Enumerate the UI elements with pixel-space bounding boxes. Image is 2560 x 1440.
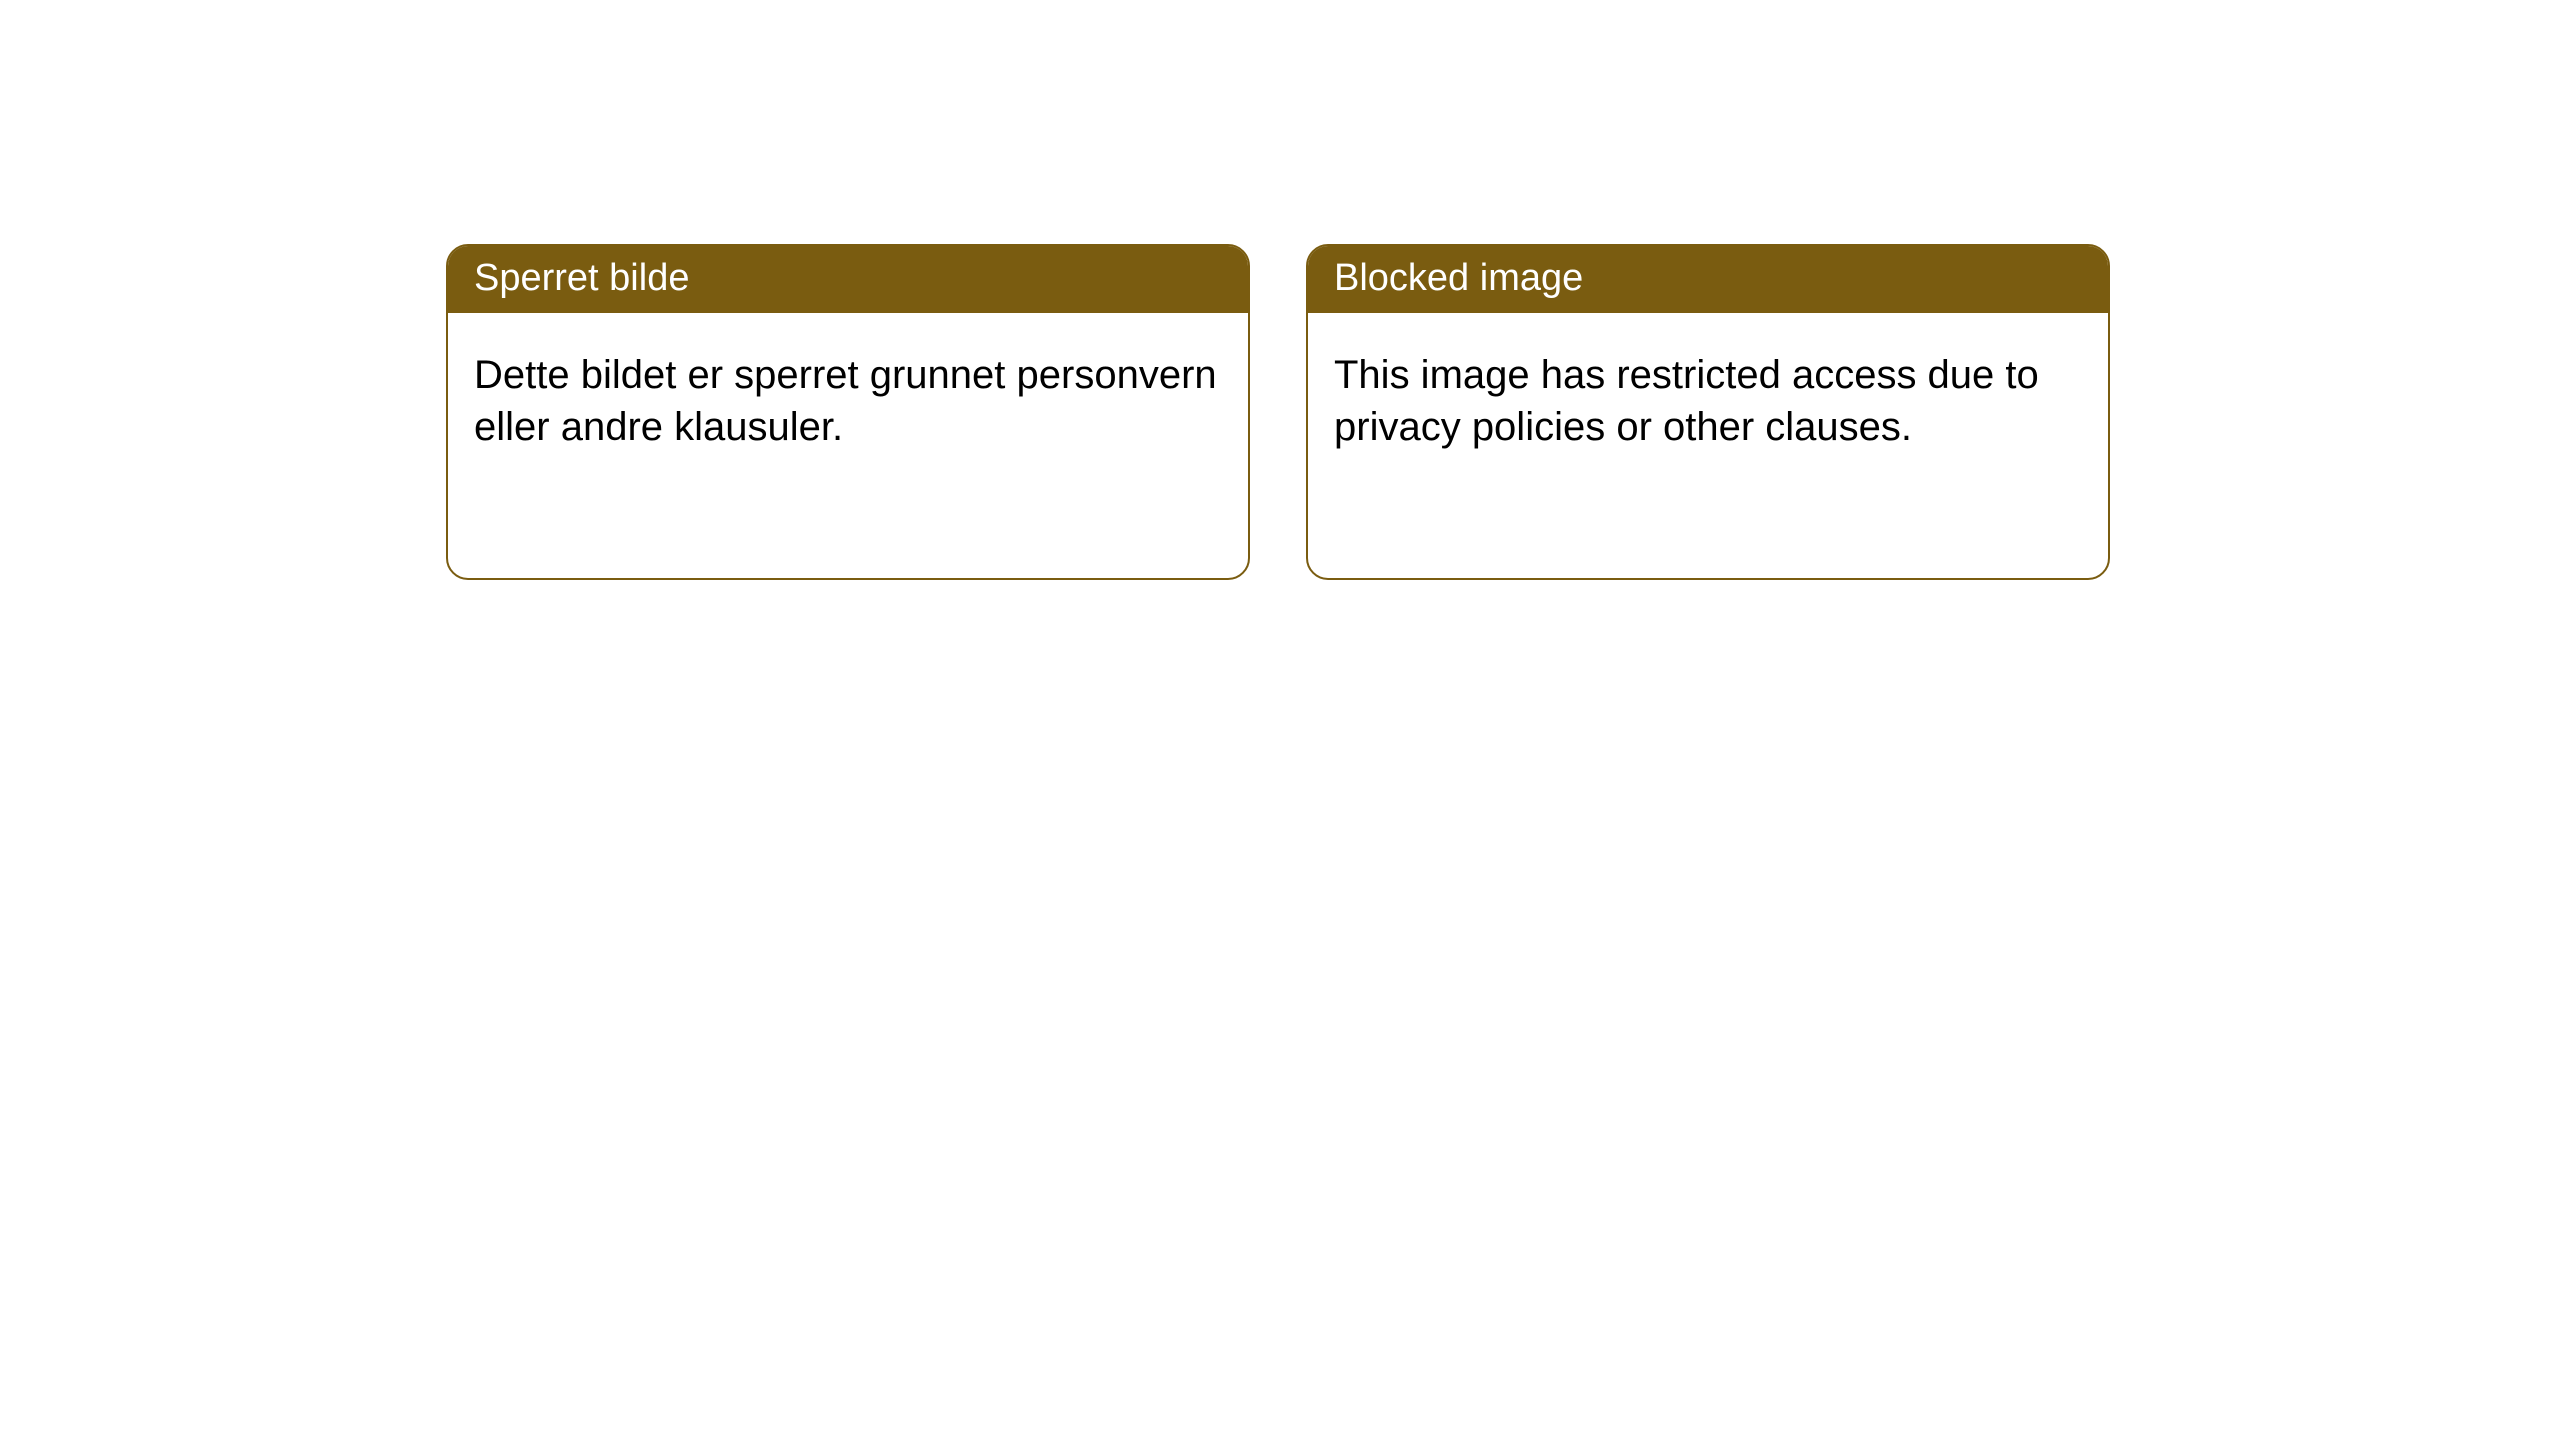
- card-header: Blocked image: [1308, 246, 2108, 313]
- card-header: Sperret bilde: [448, 246, 1248, 313]
- notice-card-norwegian: Sperret bilde Dette bildet er sperret gr…: [446, 244, 1250, 580]
- notice-card-english: Blocked image This image has restricted …: [1306, 244, 2110, 580]
- card-body: This image has restricted access due to …: [1308, 313, 2108, 479]
- notice-container: Sperret bilde Dette bildet er sperret gr…: [0, 0, 2560, 580]
- card-body: Dette bildet er sperret grunnet personve…: [448, 313, 1248, 479]
